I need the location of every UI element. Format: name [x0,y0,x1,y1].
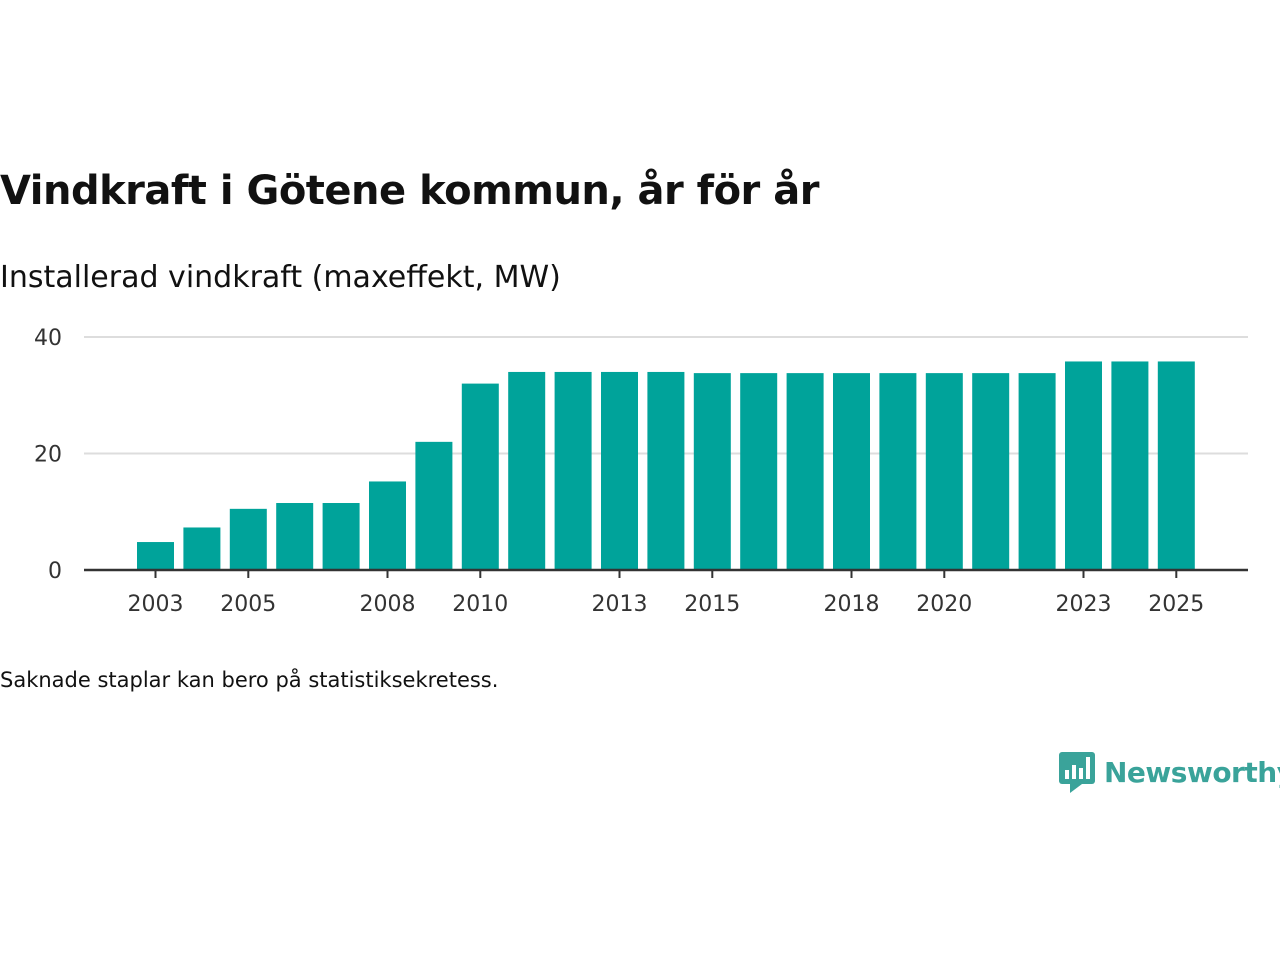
x-tick-label: 2020 [916,592,972,617]
bar-2006 [276,503,314,570]
bar-2011 [508,371,546,570]
bar-2020 [925,373,963,570]
bar-2009 [415,441,453,570]
x-tick-label: 2018 [824,592,880,617]
bar-2015 [693,373,731,570]
y-tick-label: 40 [34,326,62,351]
bar-2023 [1065,361,1102,570]
bar-2025 [1157,361,1195,570]
x-tick-label: 2005 [220,592,276,617]
x-tick-label: 2025 [1148,592,1204,617]
bar-2010 [461,383,499,570]
x-tick-label: 2008 [360,592,416,617]
x-tick-label: 2003 [128,592,184,617]
bar-2016 [740,373,778,570]
bar-2014 [647,371,685,570]
bar-2013 [601,371,638,570]
brand-logo-group: Newsworthy [1058,748,1280,796]
bar-2017 [786,373,824,570]
bar-2019 [879,373,917,570]
bar-2007 [322,503,360,570]
bar-2004 [183,527,221,570]
bar-2012 [554,371,592,570]
brand-name: Newsworthy [1104,755,1280,789]
x-tick-label: 2010 [452,592,508,617]
bar-2018 [833,373,870,570]
bar-2003 [137,542,174,570]
bar-2024 [1111,361,1149,570]
chart-subtitle: Installerad vindkraft (maxeffekt, MW) [0,260,561,295]
footnote: Saknade staplar kan bero på statistiksek… [0,668,499,692]
bar-2021 [972,373,1010,570]
y-tick-labels: 0 20 40 [34,326,62,584]
x-tick-label: 2015 [684,592,740,617]
bar-2005 [229,508,267,570]
x-tick-labels: 2003 2005 2008 2010 2013 2015 2018 2020 2023 2025 [128,592,1205,617]
bar-2022 [1018,373,1056,570]
chart-title: Vindkraft i Götene kommun, år för år [0,168,819,214]
x-axis [84,568,1248,578]
x-tick-label: 2013 [592,592,648,617]
bar-2008 [369,481,406,570]
newsworthy-logo-icon [1059,752,1095,793]
y-tick-label: 0 [48,559,62,584]
x-tick-label: 2023 [1056,592,1112,617]
y-tick-label: 20 [34,443,62,468]
bars [137,361,1195,570]
